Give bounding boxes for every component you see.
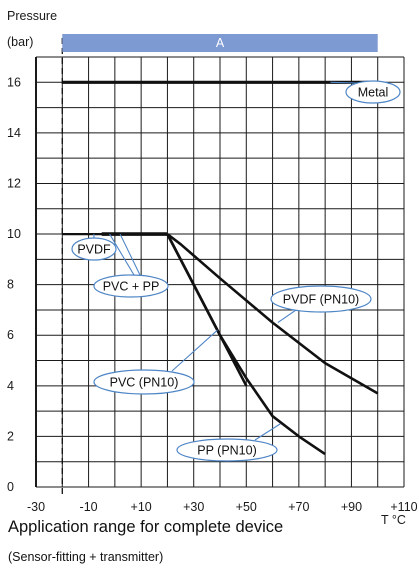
callout-layer: Metal PVDF PVC + PP PVDF (PN10) PVC (PN10) PP… [71, 80, 401, 462]
leader-pvc-pp-2 [109, 233, 135, 276]
y-axis-title-line2: (bar) [7, 35, 33, 49]
y-tick-label: 8 [7, 278, 14, 292]
series-pp-pn10 [166, 233, 326, 456]
x-tick-label: +30 [183, 500, 204, 514]
ticks-layer: 0 2 4 6 8 10 12 14 16 -30 -10 +10 +30 +50 +70 +90 +110 [7, 75, 418, 514]
grid [35, 38, 405, 497]
band-A [62, 34, 378, 52]
leader-pp-pn10 [254, 423, 281, 441]
x-tick-label: -10 [80, 500, 98, 514]
footer-subtitle: (Sensor-fitting + transmitter) [8, 550, 164, 564]
callout-label-pp-pn10: PP (PN10) [197, 444, 257, 458]
y-tick-label: 2 [7, 429, 14, 443]
leader-pvc-pp [119, 233, 141, 276]
callout-bubble-pp-pn10 [176, 438, 278, 462]
callout-label-pvdf: PVDF [77, 243, 111, 257]
y-tick-label: 0 [7, 480, 14, 494]
y-tick-label: 16 [7, 75, 21, 89]
y-tick-label: 14 [7, 126, 21, 140]
callout-bubble-pvdf-pn10 [270, 285, 372, 313]
leader-metal [330, 81, 359, 84]
x-tick-label: +50 [236, 500, 257, 514]
leader-pvdf-pn10 [277, 309, 297, 324]
y-tick-label: 4 [7, 379, 14, 393]
callout-bubble-metal [345, 80, 401, 104]
callout-label-pvdf-pn10: PVDF (PN10) [283, 293, 359, 307]
leader-pvc-pn10 [171, 329, 218, 372]
callout-bubble-pvdf [71, 237, 117, 261]
series-layer [62, 80, 379, 456]
x-tick-label: +90 [341, 500, 362, 514]
x-axis-unit: T °C [381, 513, 406, 527]
x-tick-label: +70 [288, 500, 309, 514]
callout-bubble-pvc-pp [93, 274, 169, 298]
x-tick-label: -30 [27, 500, 45, 514]
x-tick-label: +10 [131, 500, 152, 514]
band-layer: A [62, 34, 378, 52]
callout-bubble-pvc-pn10 [93, 369, 195, 395]
callout-label-metal: Metal [358, 86, 389, 100]
x-tick-label: +110 [390, 500, 417, 514]
footer-title: Application range for complete device [8, 518, 284, 536]
y-axis-title-line1: Pressure [7, 9, 57, 23]
y-tick-label: 10 [7, 227, 21, 241]
band-label: A [216, 36, 225, 50]
y-tick-label: 12 [7, 176, 21, 190]
callout-label-pvc-pn10: PVC (PN10) [110, 376, 179, 390]
y-tick-label: 6 [7, 328, 14, 342]
callout-label-pvc-pp: PVC + PP [103, 280, 160, 294]
series-pvdf-pn10 [166, 233, 379, 395]
